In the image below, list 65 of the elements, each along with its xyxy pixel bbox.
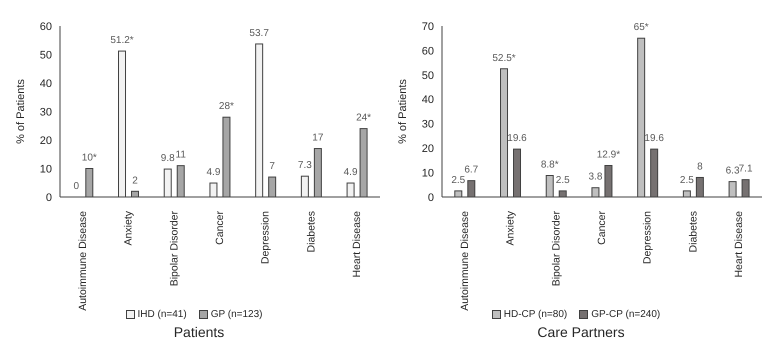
x-tick-label: Diabetes: [687, 211, 700, 252]
x-tick-label: Autoimmune Disease: [76, 210, 89, 311]
data-label: 8: [697, 161, 704, 172]
data-label: 2.5: [556, 174, 570, 186]
data-label: 8.8*: [540, 160, 559, 171]
y-tick-label: 20: [422, 143, 434, 156]
data-label: 7.3: [298, 160, 312, 172]
data-label: 4.9: [344, 167, 358, 178]
x-tick-label: Heart Disease: [351, 210, 364, 278]
y-tick-label: 0: [46, 192, 52, 204]
x-tick-label: Cancer: [596, 210, 608, 245]
legend-label: GP (n=123): [210, 309, 262, 320]
data-label: 2.5: [451, 174, 466, 186]
y-axis-title: % of Patients: [14, 78, 27, 144]
data-label: 7: [269, 161, 276, 172]
x-tick-label: Anxiety: [504, 210, 517, 246]
data-label: 53.7: [249, 28, 270, 39]
y-tick-label: 60: [40, 20, 52, 33]
y-tick-label: 50: [40, 49, 52, 62]
text: Care Partners: [536, 324, 626, 340]
data-label: 7.1: [738, 164, 753, 175]
data-label: 65*: [634, 22, 649, 34]
y-tick-label: 10: [422, 167, 434, 180]
y-tick-label: 60: [422, 45, 434, 58]
data-label: 28*: [218, 101, 234, 112]
data-label: 19.6: [507, 133, 528, 144]
y-tick-label: 30: [422, 118, 434, 131]
x-tick-label: Autoimmune Disease: [458, 210, 471, 311]
legend-label: HD-CP (n=80): [504, 309, 568, 320]
data-label: 52.5*: [492, 52, 516, 64]
x-tick-label: Bipolar Disorder: [168, 210, 180, 286]
data-label: 3.8: [588, 172, 603, 183]
y-tick-label: 70: [422, 20, 434, 33]
data-label: 12.9*: [596, 149, 620, 160]
y-tick-label: 30: [40, 106, 52, 118]
x-tick-label: Depression: [642, 210, 654, 264]
data-label: 11: [176, 150, 186, 161]
x-tick-label: Anxiety: [122, 210, 135, 246]
text: Patients: [172, 324, 226, 340]
data-label: 17: [312, 132, 324, 144]
y-tick-label: 0: [428, 192, 434, 204]
y-tick-label: 40: [40, 78, 52, 90]
x-tick-label: Cancer: [214, 210, 226, 245]
y-tick-label: 20: [40, 134, 52, 147]
data-label: 24*: [356, 112, 372, 124]
data-label: 2.5: [680, 174, 694, 186]
x-tick-label: Diabetes: [305, 211, 318, 252]
x-tick-label: Depression: [260, 210, 272, 264]
legend-label: IHD (n=41): [138, 309, 187, 320]
y-tick-label: 50: [422, 70, 434, 82]
data-label: 10*: [82, 152, 97, 164]
x-tick-label: Heart Disease: [733, 210, 746, 278]
legend-label: GP-CP (n=240): [591, 309, 660, 320]
data-label: 51.2*: [110, 35, 134, 46]
y-axis-title: % of Patients: [396, 78, 409, 144]
data-label: 4.9: [206, 167, 221, 178]
data-label: 6.3: [726, 166, 740, 177]
y-tick-label: 40: [422, 94, 434, 106]
y-tick-label: 10: [40, 163, 52, 176]
data-label: 2: [132, 175, 138, 186]
x-tick-label: Bipolar Disorder: [550, 210, 562, 286]
data-label: 0: [74, 181, 80, 192]
data-label: 9.8: [160, 153, 176, 164]
data-label: 19.6: [644, 133, 664, 144]
data-label: 6.7: [464, 164, 479, 176]
